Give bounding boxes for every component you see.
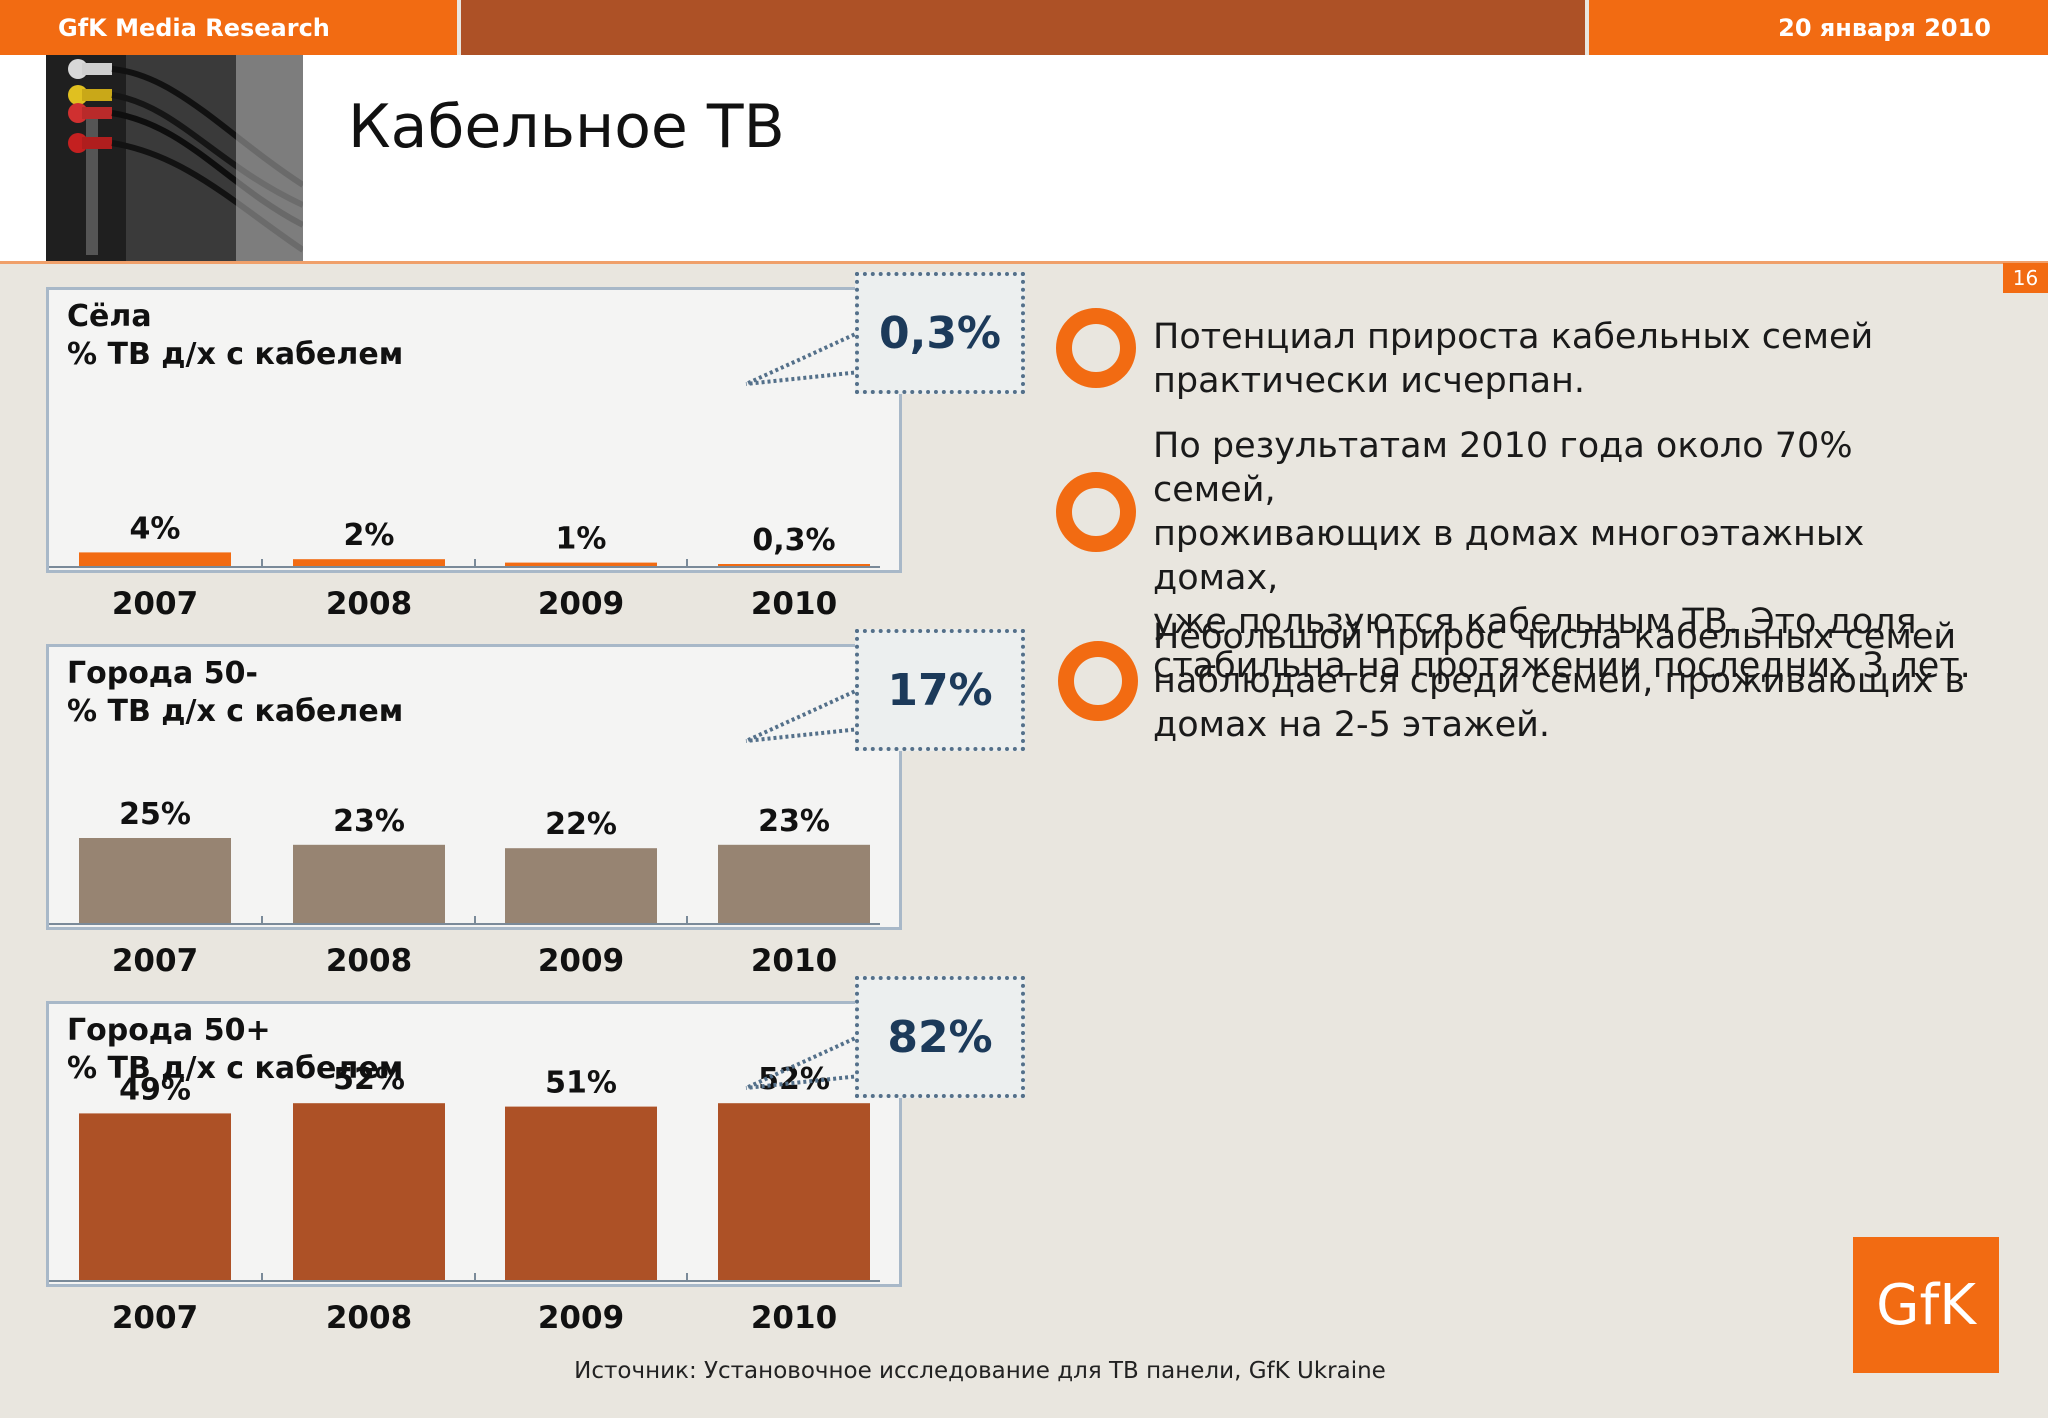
bar (293, 559, 445, 566)
bar (505, 562, 657, 566)
bar-value-label: 22% (545, 807, 617, 842)
bar (79, 1113, 231, 1280)
header-area (0, 55, 2048, 261)
page-title: Кабельное ТВ (348, 92, 785, 162)
ring-bullet-icon (1058, 641, 1138, 721)
bar (293, 844, 445, 923)
bar (79, 838, 231, 923)
bullet-text: По результатам 2010 года около 70% семей… (1153, 426, 1971, 686)
bar-value-label: 1% (556, 522, 607, 557)
bullet-text: Потенциал прироста кабельных семей практ… (1153, 317, 1874, 401)
bar (718, 1103, 870, 1280)
page-number: 16 (2003, 263, 2048, 293)
top-bar: GfK Media Research 20 января 2010 (0, 0, 2048, 55)
category-label: 2007 (112, 943, 198, 979)
callout-pointer (745, 1034, 861, 1090)
top-bar-right: 20 января 2010 (1589, 0, 2048, 55)
header-divider (0, 261, 2048, 264)
chart-title: Города 50- % ТВ д/х с кабелем (67, 656, 404, 729)
category-label: 2007 (112, 1300, 198, 1336)
category-label: 2008 (326, 943, 412, 979)
category-label: 2010 (751, 943, 837, 979)
bar (293, 1103, 445, 1280)
category-label: 2008 (326, 1300, 412, 1336)
bar (718, 844, 870, 923)
bar-value-label: 51% (545, 1066, 617, 1101)
brand-label: GfK Media Research (58, 14, 330, 42)
bar-value-label: 2% (344, 518, 395, 553)
date-label: 20 января 2010 (1778, 14, 1991, 42)
bar-chart: 25% 2007 23% 2008 22% 2009 23% 2010 (49, 797, 880, 979)
chart-title: Сёла % ТВ д/х с кабелем (67, 299, 404, 372)
chart-title: Города 50+ % ТВ д/х с кабелем (67, 1013, 404, 1086)
top-bar-left: GfK Media Research (0, 0, 457, 55)
bar-value-label: 52% (333, 1062, 405, 1097)
chart-panel: Сёла % ТВ д/х с кабелем (46, 287, 902, 573)
callout-value: 82% (855, 976, 1025, 1098)
bar-value-label: 0,3% (752, 523, 835, 558)
category-label: 2008 (326, 586, 412, 622)
bar-value-label: 25% (119, 797, 191, 832)
gfk-logo: GfK (1853, 1237, 1999, 1373)
category-label: 2010 (751, 586, 837, 622)
bar-chart: 4% 2007 2% 2008 1% 2009 0,3% 2010 (49, 511, 880, 622)
bar-value-label: 4% (130, 511, 181, 546)
category-label: 2007 (112, 586, 198, 622)
bar-value-label: 49% (119, 1072, 191, 1107)
callout-value: 17% (855, 629, 1025, 751)
ring-bullet-icon (1056, 308, 1136, 388)
category-label: 2010 (751, 1300, 837, 1336)
callout-pointer (745, 687, 861, 743)
bar-value-label: 23% (333, 804, 405, 839)
category-label: 2009 (538, 943, 624, 979)
bar (718, 564, 870, 566)
source-note: Источник: Установочное исследование для … (574, 1358, 1386, 1384)
top-bar-middle (461, 0, 1585, 55)
bullet-text: Небольшой прирос числа кабельных семей н… (1153, 617, 1966, 745)
bar-value-label: 23% (758, 804, 830, 839)
category-label: 2009 (538, 1300, 624, 1336)
cable-photo (46, 55, 303, 264)
bar (505, 848, 657, 923)
bar (79, 552, 231, 566)
bar (505, 1106, 657, 1280)
category-label: 2009 (538, 586, 624, 622)
callout-pointer (745, 330, 861, 386)
ring-bullet-icon (1056, 472, 1136, 552)
callout-value: 0,3% (855, 272, 1025, 394)
